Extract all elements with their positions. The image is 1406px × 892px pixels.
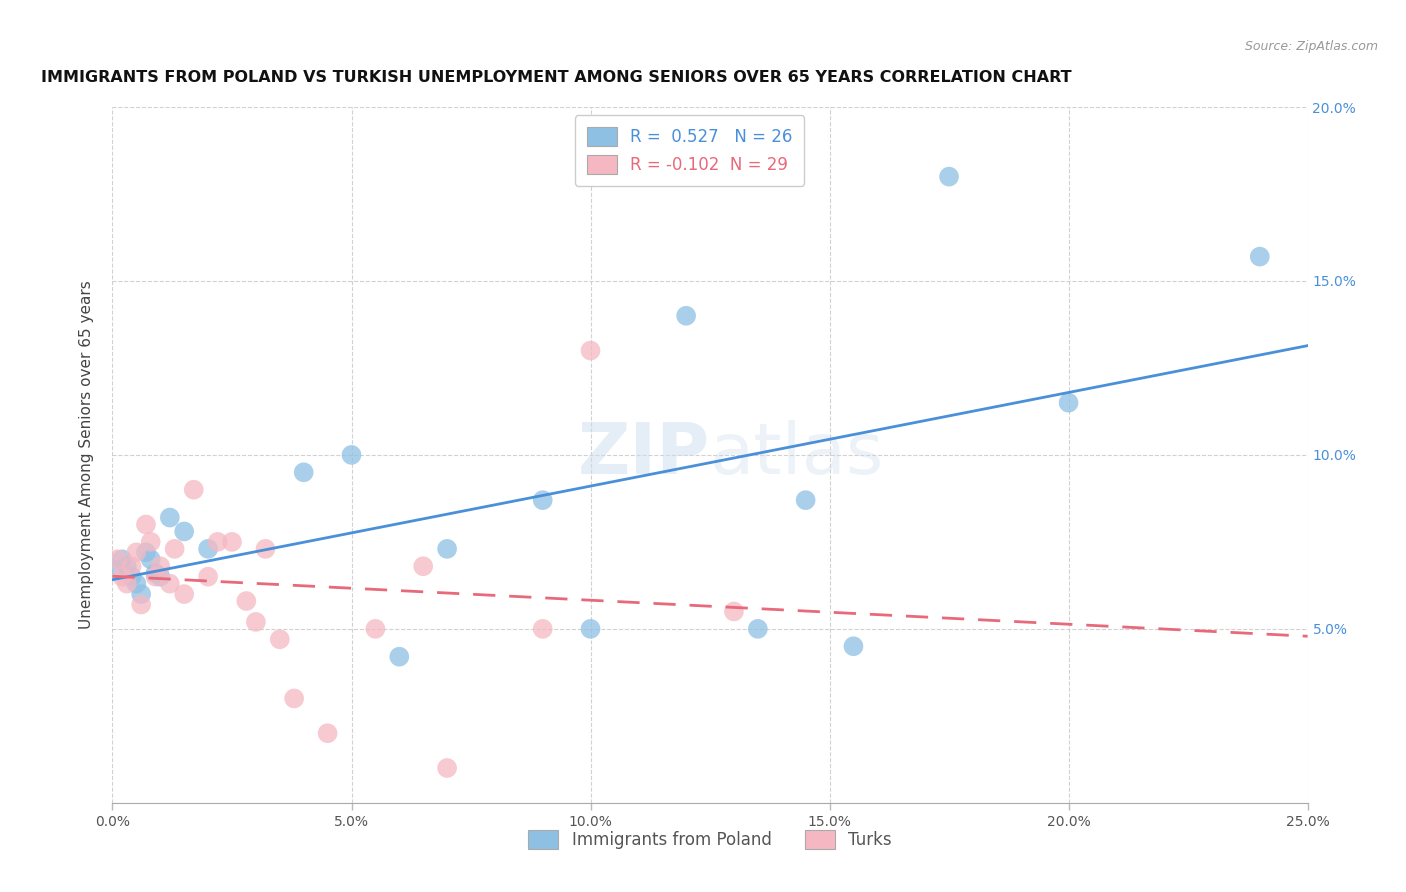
Point bbox=[125, 545, 148, 559]
Point bbox=[579, 622, 602, 636]
Point bbox=[235, 594, 257, 608]
Point bbox=[197, 541, 219, 556]
Point bbox=[283, 691, 305, 706]
Point bbox=[135, 517, 157, 532]
Text: Source: ZipAtlas.com: Source: ZipAtlas.com bbox=[1244, 40, 1378, 54]
Point bbox=[163, 541, 186, 556]
Point bbox=[245, 615, 267, 629]
Point bbox=[254, 541, 277, 556]
Legend: Immigrants from Poland, Turks: Immigrants from Poland, Turks bbox=[520, 822, 900, 857]
Point bbox=[149, 570, 172, 584]
Point bbox=[197, 570, 219, 584]
Point bbox=[747, 622, 769, 636]
Point bbox=[125, 576, 148, 591]
Point bbox=[139, 534, 162, 549]
Point bbox=[531, 493, 554, 508]
Point bbox=[531, 622, 554, 636]
Point bbox=[340, 448, 363, 462]
Point bbox=[149, 559, 172, 574]
Point bbox=[842, 639, 865, 653]
Point bbox=[794, 493, 817, 508]
Point bbox=[412, 559, 434, 574]
Point bbox=[105, 563, 128, 577]
Point bbox=[115, 576, 138, 591]
Point bbox=[723, 605, 745, 619]
Point bbox=[115, 559, 138, 574]
Point bbox=[316, 726, 339, 740]
Text: atlas: atlas bbox=[710, 420, 884, 490]
Point bbox=[1249, 250, 1271, 264]
Point bbox=[105, 552, 128, 566]
Point bbox=[388, 649, 411, 664]
Point bbox=[121, 570, 143, 584]
Point bbox=[364, 622, 387, 636]
Point bbox=[145, 570, 167, 584]
Point bbox=[173, 587, 195, 601]
Point bbox=[129, 587, 152, 601]
Y-axis label: Unemployment Among Seniors over 65 years: Unemployment Among Seniors over 65 years bbox=[79, 281, 94, 629]
Point bbox=[183, 483, 205, 497]
Point bbox=[129, 598, 152, 612]
Point bbox=[579, 343, 602, 358]
Point bbox=[159, 510, 181, 524]
Point bbox=[111, 570, 134, 584]
Point bbox=[159, 576, 181, 591]
Point bbox=[207, 534, 229, 549]
Text: ZIP: ZIP bbox=[578, 420, 710, 490]
Point bbox=[1057, 395, 1080, 409]
Point bbox=[436, 541, 458, 556]
Point bbox=[173, 524, 195, 539]
Point bbox=[139, 552, 162, 566]
Point bbox=[675, 309, 697, 323]
Point bbox=[221, 534, 243, 549]
Point bbox=[121, 559, 143, 574]
Point bbox=[145, 566, 167, 581]
Point bbox=[135, 545, 157, 559]
Point bbox=[938, 169, 960, 184]
Point bbox=[292, 466, 315, 480]
Point bbox=[111, 552, 134, 566]
Text: IMMIGRANTS FROM POLAND VS TURKISH UNEMPLOYMENT AMONG SENIORS OVER 65 YEARS CORRE: IMMIGRANTS FROM POLAND VS TURKISH UNEMPL… bbox=[41, 70, 1071, 85]
Point bbox=[269, 632, 291, 647]
Point bbox=[436, 761, 458, 775]
